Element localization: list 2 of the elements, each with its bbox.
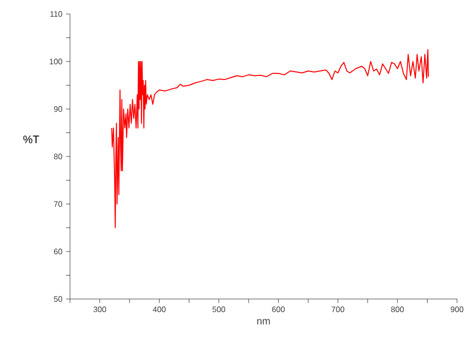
x-axis-title: nm (257, 319, 270, 324)
y-axis-title: %T (23, 136, 40, 144)
